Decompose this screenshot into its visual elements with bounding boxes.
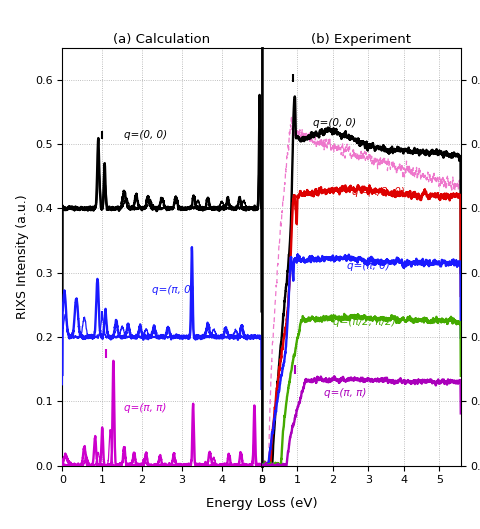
Text: q=(0, 0): q=(0, 0) bbox=[313, 118, 356, 128]
Text: q=(π/2, 0): q=(π/2, 0) bbox=[352, 187, 405, 197]
Y-axis label: RIXS Intensity (a.u.): RIXS Intensity (a.u.) bbox=[16, 194, 29, 319]
Text: q=(π, π): q=(π, π) bbox=[324, 388, 366, 398]
Title: (b) Experiment: (b) Experiment bbox=[311, 33, 411, 47]
Text: q=(π/2, π/2): q=(π/2, π/2) bbox=[333, 317, 396, 327]
Text: q=(π, 0): q=(π, 0) bbox=[152, 285, 195, 295]
Title: (a) Calculation: (a) Calculation bbox=[113, 33, 211, 47]
Text: q=(π, π): q=(π, π) bbox=[124, 403, 167, 413]
Text: q=(0, 0): q=(0, 0) bbox=[124, 130, 167, 140]
Text: Energy Loss (eV): Energy Loss (eV) bbox=[206, 497, 317, 510]
Text: q=(π, 0): q=(π, 0) bbox=[347, 261, 390, 271]
